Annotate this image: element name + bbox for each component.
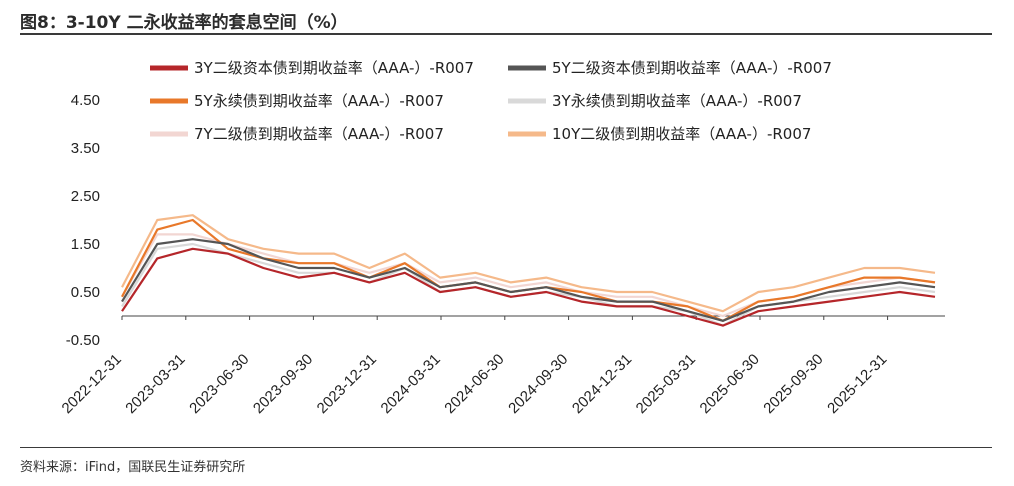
legend-label-2: 5Y二级资本债到期收益率（AAA-）-R007 xyxy=(552,59,832,77)
series-lines xyxy=(121,214,936,327)
y-tick-label: 1.50 xyxy=(71,236,100,253)
y-tick-label: -0.50 xyxy=(66,332,100,349)
series-line-3 xyxy=(121,218,936,322)
x-tick-label: 2024-09-30 xyxy=(505,351,571,417)
source-rule xyxy=(20,447,992,448)
x-tick-label: 2024-06-30 xyxy=(441,351,507,417)
series-line-6 xyxy=(121,214,936,313)
x-tick-label: 2025-12-31 xyxy=(824,351,890,417)
x-tick-label: 2025-09-30 xyxy=(760,351,826,417)
legend-label-3: 5Y永续债到期收益率（AAA-）-R007 xyxy=(194,92,444,110)
series-line-2 xyxy=(121,238,936,322)
x-tick-label: 2023-12-31 xyxy=(314,351,380,417)
x-tick-label: 2023-09-30 xyxy=(250,351,316,417)
series-line-1 xyxy=(121,247,936,327)
legend-label-5: 7Y二级债到期收益率（AAA-）-R007 xyxy=(194,125,444,143)
x-tick-label: 2025-06-30 xyxy=(697,351,763,417)
x-tick-label: 2022-12-31 xyxy=(59,351,125,417)
axes: 4.503.502.501.500.50-0.502022-12-312023-… xyxy=(59,92,945,417)
x-tick-label: 2024-12-31 xyxy=(569,351,635,417)
y-tick-label: 0.50 xyxy=(71,284,100,301)
source-note: 资料来源：iFind，国联民生证券研究所 xyxy=(20,460,246,475)
y-tick-label: 4.50 xyxy=(71,92,100,109)
y-tick-label: 3.50 xyxy=(71,140,100,157)
x-tick-label: 2024-03-31 xyxy=(378,351,444,417)
x-tick-label: 2025-03-31 xyxy=(633,351,699,417)
x-tick-label: 2023-03-31 xyxy=(122,351,188,417)
legend: 3Y二级资本债到期收益率（AAA-）-R007 5Y二级资本债到期收益率（AAA-… xyxy=(150,59,832,143)
legend-label-1: 3Y二级资本债到期收益率（AAA-）-R007 xyxy=(194,59,474,77)
y-tick-label: 2.50 xyxy=(71,188,100,205)
chart-title: 图8：3-10Y 二永收益率的套息空间（%） xyxy=(20,13,348,33)
legend-label-4: 3Y永续债到期收益率（AAA-）-R007 xyxy=(552,92,802,110)
legend-label-6: 10Y二级债到期收益率（AAA-）-R007 xyxy=(552,125,811,143)
x-tick-label: 2023-06-30 xyxy=(186,351,252,417)
title-rule xyxy=(20,33,992,35)
